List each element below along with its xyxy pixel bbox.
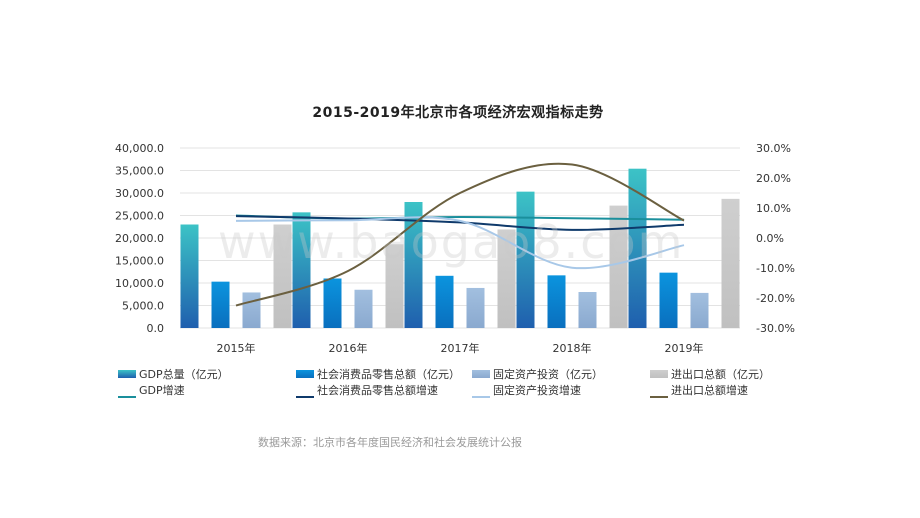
bar [690,292,709,328]
y-left-tick-label: 0.0 [147,322,165,335]
bar [292,212,311,328]
legend-label: GDP增速 [139,383,185,397]
y-left-tick-label: 40,000.0 [115,142,164,155]
y-left-tick-label: 10,000.0 [115,277,164,290]
chart-title: 2015-2019年北京市各项经济宏观指标走势 [312,104,603,121]
legend-swatch-bar [118,370,136,378]
y-left-tick-label: 20,000.0 [115,232,164,245]
legend-swatch-bar [296,370,314,378]
y-right-tick-label: 0.0% [756,232,784,245]
bar [435,275,454,328]
bar [516,191,535,328]
y-right-tick-label: -30.0% [756,322,795,335]
bar [659,272,678,328]
bar [323,278,342,328]
bar [211,281,230,328]
legend-label: 进出口总额（亿元） [671,367,770,381]
axes: 40,000.0 35,000.0 30,000.0 25,000.0 20,000.0… [115,142,795,355]
bar [497,229,516,328]
legend-label: 社会消费品零售总额（亿元） [317,367,460,381]
bar [354,289,373,328]
legend-label: GDP总量（亿元） [139,367,229,381]
y-left-tick-label: 15,000.0 [115,255,164,268]
bar [547,275,566,328]
legend-swatch-bar [650,370,668,378]
x-tick-label: 2019年 [665,341,704,355]
y-right-tick-label: -10.0% [756,262,795,275]
series-line [235,216,685,270]
y-right-tick-label: -20.0% [756,292,795,305]
bar [466,287,485,328]
bar [273,224,292,328]
bar [628,168,647,328]
y-right-tick-label: 30.0% [756,142,791,155]
bar [404,202,423,328]
y-right-tick-label: 10.0% [756,202,791,215]
legend-label: 固定资产投资（亿元） [493,367,603,381]
grid [180,147,740,329]
series-line [235,162,685,307]
bar [609,205,628,328]
x-tick-label: 2016年 [329,341,368,355]
y-left-tick-label: 25,000.0 [115,210,164,223]
legend: GDP总量（亿元） 社会消费品零售总额（亿元） 固定资产投资（亿元） 进出口总额（亿元… [118,367,770,398]
series-line [235,215,685,231]
legend-label: 固定资产投资增速 [493,383,581,397]
bar [180,224,199,328]
bar [385,244,404,328]
y-left-tick-label: 5,000.0 [122,300,164,313]
legend-label: 社会消费品零售总额增速 [317,383,438,397]
bar [242,292,261,328]
bar [721,198,740,328]
legend-label: 进出口总额增速 [671,383,748,397]
x-tick-label: 2017年 [441,341,480,355]
y-right-tick-label: 20.0% [756,172,791,185]
x-tick-label: 2015年 [217,341,256,355]
x-tick-label: 2018年 [553,341,592,355]
lines [235,162,685,307]
y-left-tick-label: 35,000.0 [115,165,164,178]
y-left-tick-label: 30,000.0 [115,187,164,200]
bars [180,168,740,328]
bar [578,292,597,328]
legend-swatch-bar [472,370,490,378]
source-note: 数据来源：北京市各年度国民经济和社会发展统计公报 [258,436,522,449]
